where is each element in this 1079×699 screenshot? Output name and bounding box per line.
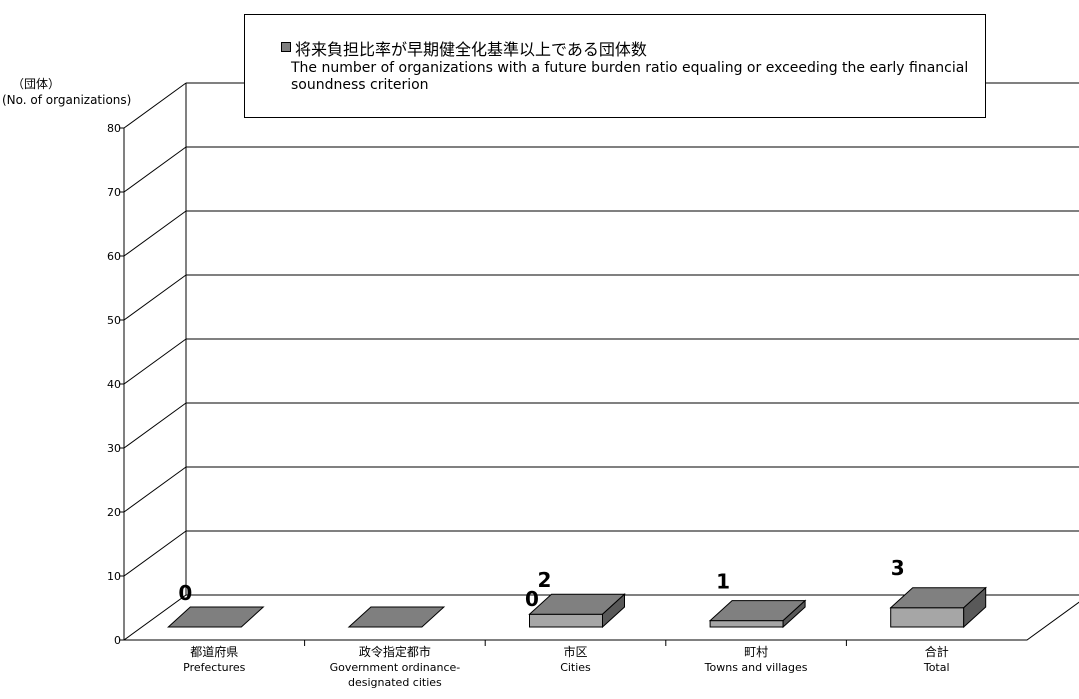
data-label: 1 xyxy=(716,570,730,594)
gridline-diagonal xyxy=(123,210,187,257)
gridline-diagonal xyxy=(123,466,187,513)
x-tick-label-en: Cities xyxy=(560,661,591,674)
y-tick-label: 20 xyxy=(107,506,121,519)
gridline-diagonal xyxy=(123,338,187,385)
y-tick-label: 70 xyxy=(107,186,121,199)
gridline-diagonal xyxy=(123,530,187,577)
bar-front xyxy=(709,620,784,628)
y-tick-label: 60 xyxy=(107,250,121,263)
bar-side xyxy=(782,599,806,629)
gridline-diagonal xyxy=(123,146,187,193)
x-tick-label-jp: 市区 xyxy=(563,644,587,659)
y-axis-label-en: (No. of organizations) xyxy=(2,93,132,107)
bar-flat xyxy=(347,606,446,628)
data-label: 3 xyxy=(891,556,905,580)
grid-layer xyxy=(122,82,1079,641)
data-label: 0 xyxy=(525,587,539,611)
y-tick-label: 0 xyxy=(114,634,121,647)
data-label: 0 xyxy=(178,581,192,605)
y-tick-label: 80 xyxy=(107,122,121,135)
x-tick-label-en: designated cities xyxy=(348,676,442,689)
x-tick-label-en: Total xyxy=(923,661,950,674)
label-layer: 0 都道府県 Prefectures 0 政令指定都市 Government ordina… xyxy=(178,556,949,689)
bar-flat xyxy=(167,606,265,628)
y-tick-label: 50 xyxy=(107,314,121,327)
gridline-diagonal xyxy=(123,274,187,321)
legend: 将来負担比率が早期健全化基準以上である団体数 The number of org… xyxy=(244,14,986,118)
gridline-diagonal xyxy=(123,82,187,129)
bar-side xyxy=(602,593,625,629)
y-axis-label-jp: （団体） xyxy=(12,77,61,91)
x-tick-label-en: Towns and villages xyxy=(704,661,808,674)
bar-front xyxy=(529,613,603,628)
bar-side xyxy=(963,586,987,629)
x-tick-label-jp: 政令指定都市 xyxy=(359,644,431,659)
legend-label-jp: 将来負担比率が早期健全化基準以上である団体数 xyxy=(295,40,647,59)
gridline-diagonal xyxy=(123,402,187,449)
data-label: 2 xyxy=(538,568,552,592)
y-tick-label: 30 xyxy=(107,442,121,455)
x-tick-label-jp: 合計 xyxy=(925,644,949,659)
x-tick-label-jp: 都道府県 xyxy=(190,644,238,659)
legend-swatch xyxy=(281,42,291,52)
legend-label-en: The number of organizations with a futur… xyxy=(291,60,969,93)
x-tick-label-jp: 町村 xyxy=(744,645,768,659)
bar-layer xyxy=(167,586,987,629)
x-tick-label-en: Prefectures xyxy=(183,661,246,674)
bar-front xyxy=(890,607,965,628)
y-tick-label: 10 xyxy=(107,570,121,583)
x-tick-label-en: Government ordinance- xyxy=(330,661,461,674)
y-tick-label: 40 xyxy=(107,378,121,391)
